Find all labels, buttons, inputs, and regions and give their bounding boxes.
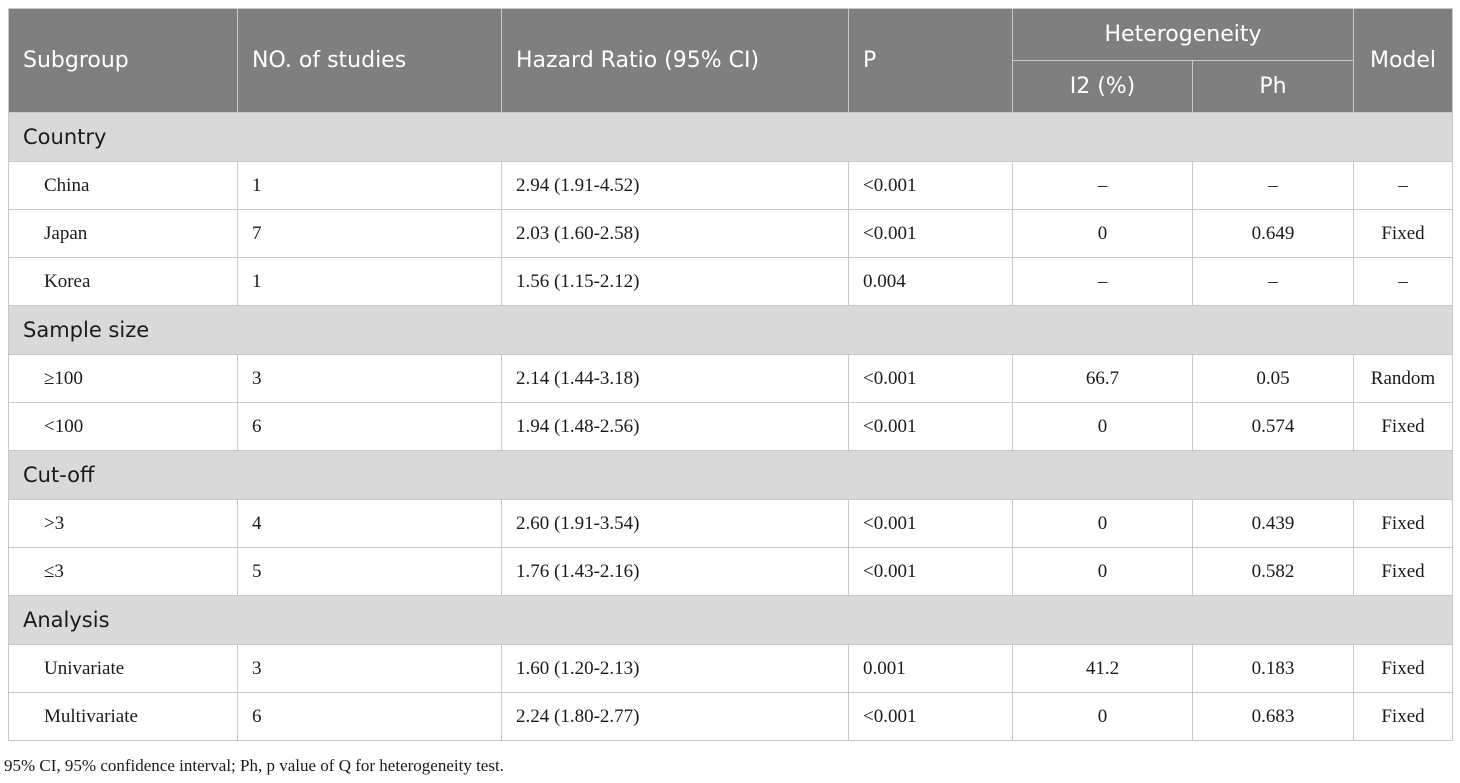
table-row: >3 4 2.60 (1.91-3.54) <0.001 0 0.439 Fixed <box>8 499 1453 548</box>
header-hazard-ratio: Hazard Ratio (95% CI) <box>501 8 849 113</box>
cell-model: – <box>1353 257 1453 306</box>
cell-p-value: <0.001 <box>848 547 1013 596</box>
cell-subgroup: ≤3 <box>8 547 238 596</box>
cell-p-value: <0.001 <box>848 402 1013 451</box>
cell-hazard-ratio: 2.03 (1.60-2.58) <box>501 209 849 258</box>
header-subgroup: Subgroup <box>8 8 238 113</box>
cell-hazard-ratio: 2.14 (1.44-3.18) <box>501 354 849 403</box>
cell-i2: – <box>1012 257 1193 306</box>
cell-p-value: <0.001 <box>848 161 1013 210</box>
table-row: Korea 1 1.56 (1.15-2.12) 0.004– – – <box>8 257 1453 306</box>
cell-studies: 7 <box>237 209 502 258</box>
cell-model: – <box>1353 161 1453 210</box>
cell-model: Random <box>1353 354 1453 403</box>
header-model: Model <box>1353 8 1453 113</box>
cell-p-value: 0.004 <box>848 257 1013 306</box>
cell-model: Fixed <box>1353 644 1453 693</box>
cell-hazard-ratio: 1.56 (1.15-2.12) <box>501 257 849 306</box>
cell-hazard-ratio: 1.60 (1.20-2.13) <box>501 644 849 693</box>
cell-p-value: <0.001 <box>848 209 1013 258</box>
cell-model: Fixed <box>1353 209 1453 258</box>
cell-hazard-ratio: 2.60 (1.91-3.54) <box>501 499 849 548</box>
cell-i2: – <box>1012 161 1193 210</box>
header-heterogeneity: Heterogeneity <box>1012 8 1354 61</box>
cell-subgroup: Korea <box>8 257 238 306</box>
cell-subgroup: Japan <box>8 209 238 258</box>
cell-i2: 0 <box>1012 692 1193 741</box>
table-header: Subgroup NO. of studies Hazard Ratio (95… <box>8 8 1453 113</box>
header-p: P <box>848 8 1013 113</box>
cell-hazard-ratio: 1.94 (1.48-2.56) <box>501 402 849 451</box>
cell-model: Fixed <box>1353 547 1453 596</box>
cell-model: Fixed <box>1353 499 1453 548</box>
cell-model: Fixed <box>1353 692 1453 741</box>
section-row: Analysis <box>8 595 1453 645</box>
cell-p-value: 0.001 <box>848 644 1013 693</box>
cell-ph: 0.582 <box>1192 547 1354 596</box>
section-title: Sample size <box>8 305 1453 355</box>
section-row: Cut-off <box>8 450 1453 500</box>
cell-studies: 1 <box>237 257 502 306</box>
table-body: Country China 1 2.94 (1.91-4.52) <0.001– – – Ja… <box>8 112 1453 741</box>
subgroup-analysis-table: Subgroup NO. of studies Hazard Ratio (95… <box>8 8 1453 741</box>
cell-ph: 0.649 <box>1192 209 1354 258</box>
cell-p-value: <0.001 <box>848 499 1013 548</box>
cell-i2: 0 <box>1012 547 1193 596</box>
table-footnote: 95% CI, 95% confidence interval; Ph, p v… <box>4 756 504 775</box>
cell-i2: 66.7 <box>1012 354 1193 403</box>
cell-ph: 0.183 <box>1192 644 1354 693</box>
cell-ph: – <box>1192 161 1354 210</box>
header-i2: I2 (%) <box>1012 60 1193 113</box>
table-row: Multivariate 6 2.24 (1.80-2.77) <0.001 0 0.68… <box>8 692 1453 741</box>
cell-ph: 0.683 <box>1192 692 1354 741</box>
cell-ph: 0.574 <box>1192 402 1354 451</box>
section-title: Country <box>8 112 1453 162</box>
cell-i2: 0 <box>1012 402 1193 451</box>
cell-subgroup: Multivariate <box>8 692 238 741</box>
cell-subgroup: China <box>8 161 238 210</box>
cell-ph: – <box>1192 257 1354 306</box>
section-title: Analysis <box>8 595 1453 645</box>
cell-i2: 0 <box>1012 209 1193 258</box>
cell-i2: 41.2 <box>1012 644 1193 693</box>
cell-subgroup: ≥100 <box>8 354 238 403</box>
cell-studies: 3 <box>237 644 502 693</box>
table-row: Japan 7 2.03 (1.60-2.58) <0.001 0 0.649 Fixed <box>8 209 1453 258</box>
cell-studies: 6 <box>237 402 502 451</box>
table-row: <100 6 1.94 (1.48-2.56) <0.001 0 0.574 Fixed <box>8 402 1453 451</box>
cell-ph: 0.05 <box>1192 354 1354 403</box>
section-row: Country <box>8 112 1453 162</box>
table-row: ≤3 5 1.76 (1.43-2.16) <0.001 0 0.582 Fixed <box>8 547 1453 596</box>
cell-p-value: <0.001 <box>848 354 1013 403</box>
cell-model: Fixed <box>1353 402 1453 451</box>
cell-ph: 0.439 <box>1192 499 1354 548</box>
cell-studies: 1 <box>237 161 502 210</box>
cell-subgroup: <100 <box>8 402 238 451</box>
cell-hazard-ratio: 2.24 (1.80-2.77) <box>501 692 849 741</box>
table-row: ≥100 3 2.14 (1.44-3.18) <0.001 66.7 0.05 Rando… <box>8 354 1453 403</box>
table-row: China 1 2.94 (1.91-4.52) <0.001– – – <box>8 161 1453 210</box>
header-studies: NO. of studies <box>237 8 502 113</box>
cell-studies: 6 <box>237 692 502 741</box>
cell-studies: 4 <box>237 499 502 548</box>
section-row: Sample size <box>8 305 1453 355</box>
cell-hazard-ratio: 1.76 (1.43-2.16) <box>501 547 849 596</box>
cell-hazard-ratio: 2.94 (1.91-4.52) <box>501 161 849 210</box>
cell-i2: 0 <box>1012 499 1193 548</box>
cell-p-value: <0.001 <box>848 692 1013 741</box>
table-row: Univariate 3 1.60 (1.20-2.13) 0.001 41.2 0.18… <box>8 644 1453 693</box>
cell-studies: 5 <box>237 547 502 596</box>
table-container: Subgroup NO. of studies Hazard Ratio (95… <box>8 8 1453 741</box>
cell-subgroup: Univariate <box>8 644 238 693</box>
section-title: Cut-off <box>8 450 1453 500</box>
cell-subgroup: >3 <box>8 499 238 548</box>
cell-studies: 3 <box>237 354 502 403</box>
header-ph: Ph <box>1192 60 1354 113</box>
